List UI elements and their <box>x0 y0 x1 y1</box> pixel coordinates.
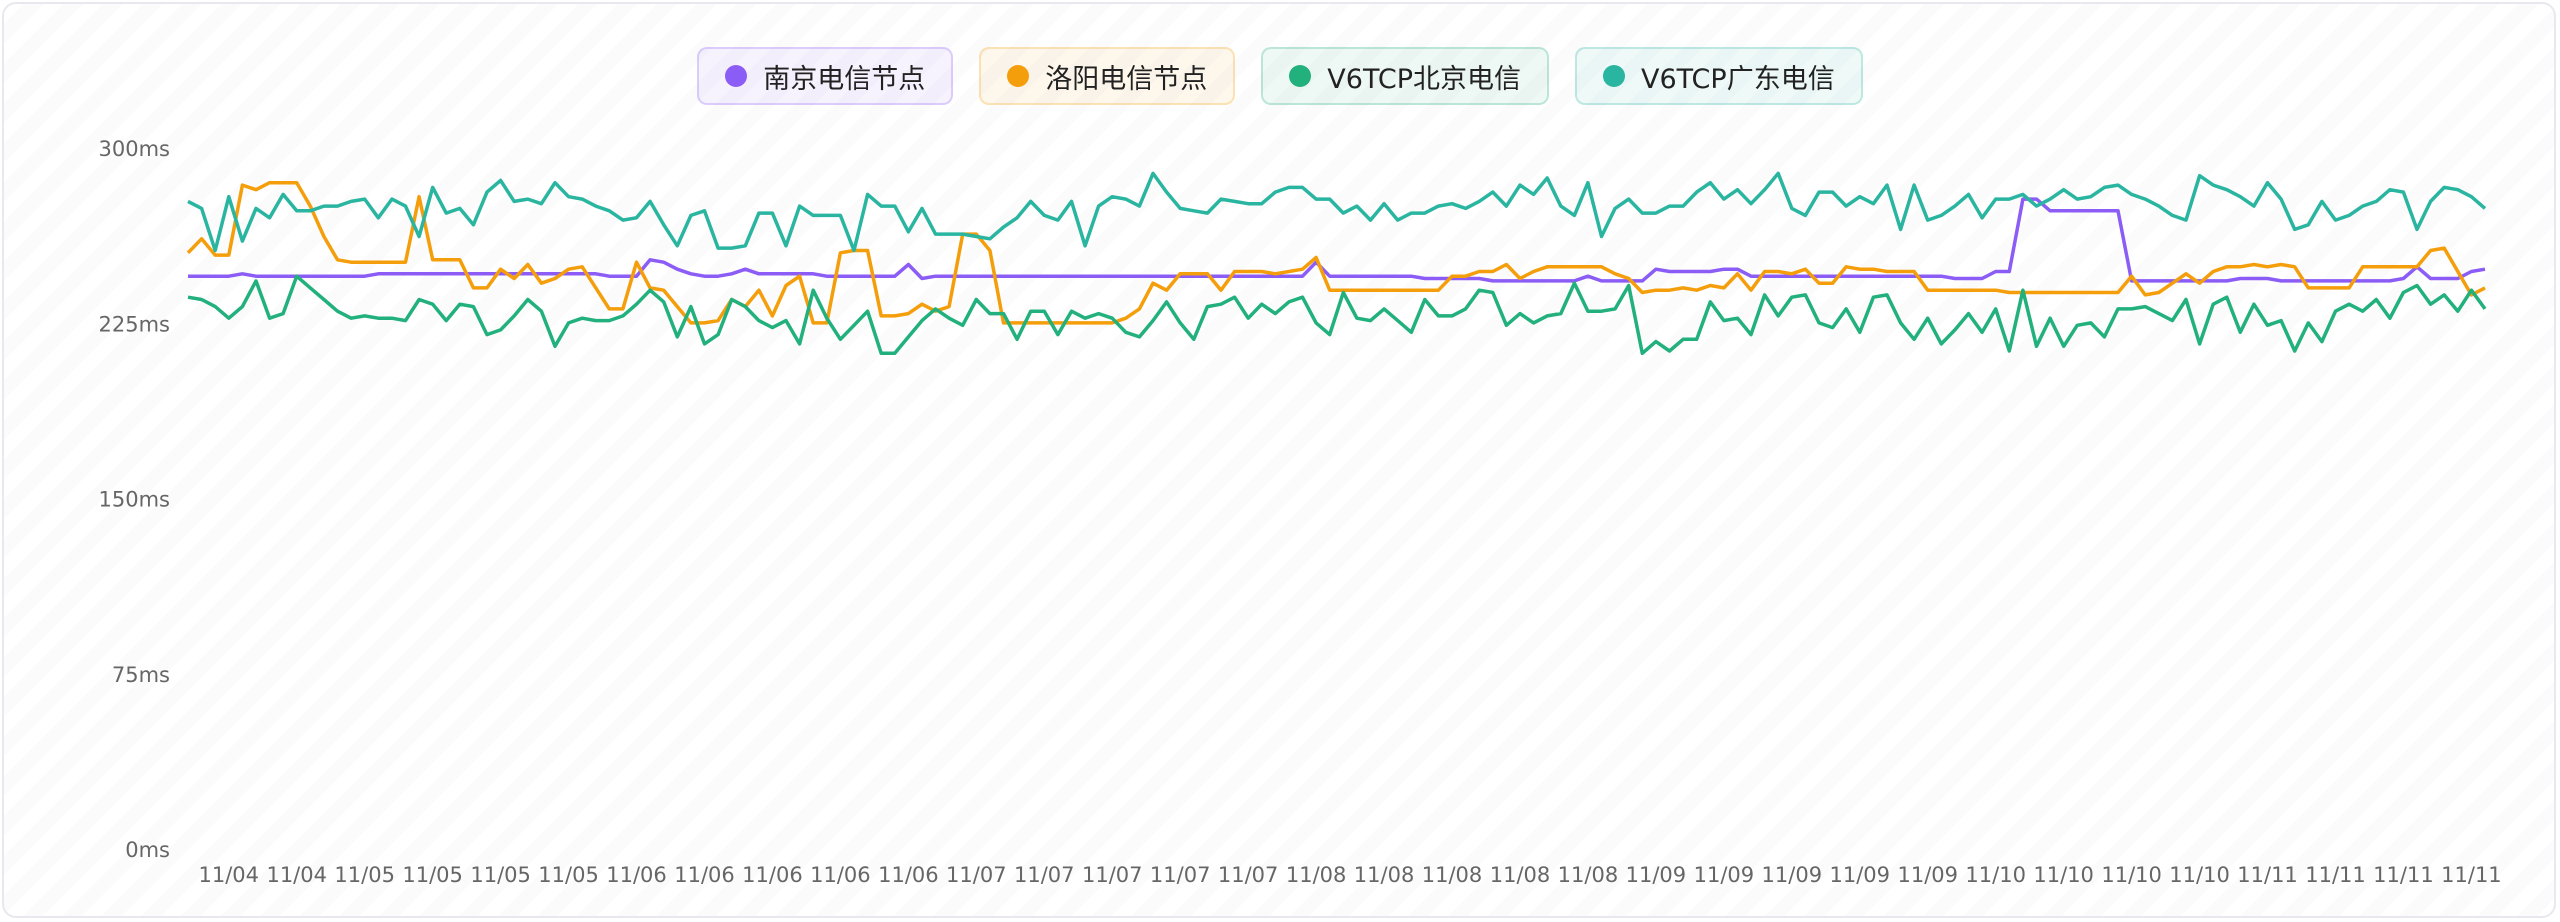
legend-marker <box>725 65 748 87</box>
legend-label: V6TCP广东电信 <box>1641 63 1835 95</box>
legend-item[interactable]: 南京电信节点 <box>697 47 954 105</box>
x-tick-label: 11/07 <box>1150 863 1211 887</box>
x-tick-label: 11/08 <box>1286 863 1347 887</box>
x-tick-label: 11/08 <box>1422 863 1483 887</box>
y-tick-label: 150ms <box>99 488 170 512</box>
legend-item[interactable]: 洛阳电信节点 <box>979 47 1236 105</box>
legend-marker <box>1603 65 1625 87</box>
series-line <box>187 274 2487 356</box>
series-line <box>186 180 2486 325</box>
y-tick-label: 225ms <box>99 312 170 336</box>
legend-item[interactable]: V6TCP北京电信 <box>1261 47 1549 105</box>
x-tick-label: 11/07 <box>946 863 1007 887</box>
x-tick-label: 11/10 <box>2169 863 2230 887</box>
y-tick-label: 75ms <box>112 663 170 687</box>
x-tick-label: 11/05 <box>470 863 531 887</box>
legend: 南京电信节点 洛阳电信节点 V6TCP北京电信 V6TCP广东电信 <box>0 47 2560 105</box>
x-tick-label: 11/05 <box>402 863 463 887</box>
x-tick-label: 11/09 <box>1694 863 1755 887</box>
x-tick-label: 11/11 <box>2305 863 2366 887</box>
x-tick-label: 11/05 <box>538 863 599 887</box>
x-tick-label: 11/11 <box>2441 863 2502 887</box>
x-tick-label: 11/06 <box>742 863 803 887</box>
x-tick-label: 11/08 <box>1354 863 1415 887</box>
x-tick-label: 11/10 <box>2101 863 2162 887</box>
x-tick-label: 11/06 <box>674 863 735 887</box>
x-tick-label: 11/08 <box>1558 863 1619 887</box>
y-tick-label: 0ms <box>125 838 170 862</box>
legend-label: V6TCP北京电信 <box>1327 63 1521 95</box>
x-tick-label: 11/07 <box>1082 863 1143 887</box>
series-line <box>187 171 2487 253</box>
x-tick-label: 11/11 <box>2237 863 2298 887</box>
legend-marker <box>1289 65 1312 87</box>
legend-label: 洛阳电信节点 <box>1045 63 1208 95</box>
x-tick-label: 11/09 <box>1626 863 1687 887</box>
x-tick-label: 11/07 <box>1014 863 1075 887</box>
x-tick-label: 11/09 <box>1830 863 1891 887</box>
x-tick-label: 11/08 <box>1490 863 1551 887</box>
x-tick-label: 11/06 <box>606 863 667 887</box>
x-tick-label: 11/07 <box>1218 863 1279 887</box>
x-tick-label: 11/10 <box>2033 863 2094 887</box>
x-tick-label: 11/05 <box>334 863 395 887</box>
legend-item[interactable]: V6TCP广东电信 <box>1575 47 1863 105</box>
x-tick-label: 11/06 <box>878 863 939 887</box>
x-tick-label: 11/09 <box>1897 863 1958 887</box>
y-tick-label: 300ms <box>99 137 170 161</box>
series-line <box>188 197 2486 283</box>
x-tick-label: 11/06 <box>810 863 871 887</box>
x-tick-label: 11/09 <box>1762 863 1823 887</box>
legend-marker <box>1007 65 1030 87</box>
x-tick-label: 11/04 <box>199 863 260 887</box>
x-tick-label: 11/10 <box>1965 863 2026 887</box>
legend-label: 南京电信节点 <box>763 63 926 95</box>
x-tick-label: 11/11 <box>2373 863 2434 887</box>
x-tick-label: 11/04 <box>266 863 327 887</box>
